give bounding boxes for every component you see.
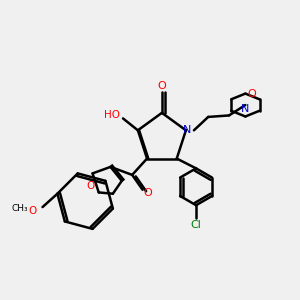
Text: N: N [241, 103, 250, 114]
Text: Cl: Cl [190, 220, 202, 230]
Text: CH₃: CH₃ [12, 204, 28, 213]
Text: HO: HO [104, 110, 120, 120]
Text: O: O [158, 80, 166, 91]
Text: O: O [28, 206, 36, 216]
Text: O: O [248, 88, 256, 99]
Text: O: O [144, 188, 152, 198]
Text: O: O [86, 181, 94, 191]
Text: N: N [183, 125, 192, 135]
